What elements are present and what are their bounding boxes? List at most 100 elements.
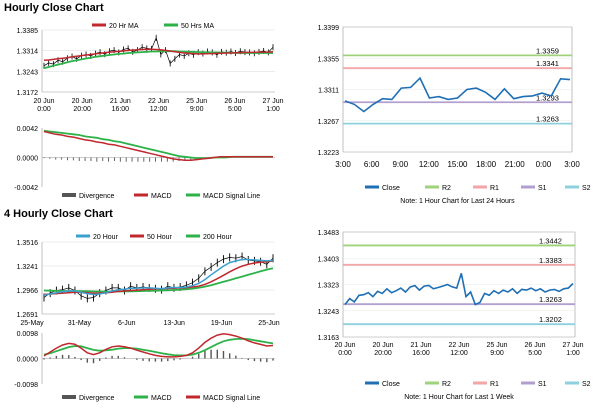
hourly-price-y-tick-0: 1.3385 bbox=[17, 28, 39, 35]
hourly-levels-close-line bbox=[344, 76, 571, 113]
hourly-macd-legend-divergence-swatch bbox=[62, 193, 76, 197]
four-hourly-levels-x-tick-0-time: 0:00 bbox=[338, 350, 352, 357]
four-hourly-legend-200-label: 200 Hour bbox=[203, 234, 232, 241]
hourly-levels-note: Note: 1 Hour Chart for Last 24 Hours bbox=[400, 198, 515, 205]
four-hourly-macd-legend-macd-label: MACD bbox=[151, 395, 172, 402]
hourly-macd-y-tick-1: 0.0000 bbox=[17, 156, 39, 163]
four-hourly-levels-level-r1-label: 1.3383 bbox=[539, 256, 562, 265]
four-hourly-macd-y-tick-1: 0.0000 bbox=[17, 357, 39, 364]
four-hourly-levels-x-tick-3-time: 12:00 bbox=[450, 350, 468, 357]
hourly-levels-legend-s1-label: S1 bbox=[538, 185, 547, 192]
hourly-levels-x-tick-8: 3:00 bbox=[564, 160, 580, 169]
hourly-levels-legend-r1-label: R1 bbox=[490, 185, 499, 192]
four-hourly-macd-legend-signal-label: MACD Signal Line bbox=[203, 395, 260, 402]
hourly-price-ma20-line bbox=[43, 48, 274, 62]
four-hourly-price-x-tick-2: 6-Jun bbox=[118, 320, 136, 327]
hourly-macd-legend-divergence-label: Divergence bbox=[79, 193, 115, 200]
hourly-price-x-tick-3-date: 22 Jun bbox=[148, 98, 169, 105]
four-hourly-macd-legend-divergence-swatch bbox=[62, 395, 76, 399]
four-hourly-price-ma200-line bbox=[43, 267, 274, 293]
hourly-levels-y-tick-3: 1.3267 bbox=[318, 119, 340, 126]
four-hourly-macd-legend-divergence-label: Divergence bbox=[79, 395, 115, 402]
hourly-levels-x-tick-1: 6:00 bbox=[364, 160, 380, 169]
hourly-levels-legend-r2-label: R2 bbox=[442, 185, 451, 192]
hourly-legend-ma50-label: 50 Hrs MA bbox=[181, 23, 214, 30]
four-hourly-levels-level-s1-label: 1.3263 bbox=[539, 295, 562, 304]
four-hourly-levels-x-tick-1-date: 20 Jun bbox=[372, 342, 393, 349]
hourly-macd-legend-macd-label: MACD bbox=[151, 193, 172, 200]
hourly-macd-legend-signal-label: MACD Signal Line bbox=[203, 193, 260, 200]
four-hourly-legend-20-label: 20 Hour bbox=[93, 234, 119, 241]
hourly-price-y-tick-1: 1.3314 bbox=[17, 49, 39, 56]
hourly-section-title: Hourly Close Chart bbox=[4, 2, 104, 14]
hourly-levels-y-tick-0: 1.3399 bbox=[318, 25, 340, 32]
four-hourly-levels-x-tick-3-date: 22 Jun bbox=[448, 342, 469, 349]
four-hourly-legend-50-label: 50 Hour bbox=[147, 234, 173, 241]
four-hourly-levels-legend-r2-label: R2 bbox=[442, 381, 451, 388]
four-hourly-price-y-tick-1: 1.3241 bbox=[17, 264, 39, 271]
four-hourly-levels-x-tick-2-date: 21 Jun bbox=[410, 342, 431, 349]
four-hourly-levels-x-tick-6-date: 27 Jun bbox=[562, 342, 583, 349]
hourly-levels-legend-s2-label: S2 bbox=[582, 185, 591, 192]
four-hourly-levels-y-tick-1: 1.3403 bbox=[318, 256, 340, 263]
four-hourly-levels-y-tick-3: 1.3243 bbox=[318, 309, 340, 316]
four-hourly-levels-legend-s1-label: S1 bbox=[538, 381, 547, 388]
four-hourly-levels-level-r2-label: 1.3442 bbox=[539, 236, 562, 245]
hourly-price-ma50-line bbox=[43, 50, 273, 69]
hourly-price-x-tick-5-time: 5:00 bbox=[228, 106, 242, 113]
four-hourly-macd-signal-line bbox=[43, 337, 274, 357]
hourly-levels-x-tick-7: 0:00 bbox=[536, 160, 552, 169]
hourly-levels-x-tick-2: 9:00 bbox=[392, 160, 408, 169]
hourly-levels-legend-close-label: Close bbox=[382, 185, 400, 192]
four-hourly-levels-x-tick-5-time: 5:00 bbox=[528, 350, 542, 357]
four-hourly-levels-x-tick-1-time: 20:00 bbox=[374, 350, 392, 357]
hourly-levels-level-s2-label: 1.3263 bbox=[536, 115, 559, 124]
hourly-price-x-tick-1-time: 20:00 bbox=[73, 106, 91, 113]
four-hourly-price-x-tick-1: 31-May bbox=[68, 320, 92, 327]
hourly-levels-y-tick-1: 1.3355 bbox=[318, 56, 340, 63]
hourly-levels-x-tick-3: 12:00 bbox=[419, 160, 440, 169]
hourly-levels-x-tick-4: 15:00 bbox=[447, 160, 468, 169]
hourly-legend-ma20-label: 20 Hr MA bbox=[109, 23, 139, 30]
four-hourly-price-x-tick-5: 25-Jun bbox=[258, 320, 280, 327]
four-hourly-levels-legend-s2-label: S2 bbox=[582, 381, 591, 388]
four-hourly-price-ma20-line bbox=[43, 258, 274, 297]
hourly-price-x-tick-2-date: 21 Jun bbox=[110, 98, 131, 105]
hourly-levels-level-r1-label: 1.3341 bbox=[536, 59, 559, 68]
four-hourly-price-y-tick-0: 1.3516 bbox=[17, 240, 39, 247]
four-hourly-levels-y-tick-0: 1.3483 bbox=[318, 230, 340, 237]
four-hourly-macd-line bbox=[43, 333, 274, 358]
hourly-macd-line bbox=[43, 130, 273, 162]
four-hourly-section-title: 4 Hourly Close Chart bbox=[4, 208, 113, 220]
hourly-price-x-tick-4-date: 25 Jun bbox=[186, 98, 207, 105]
hourly-price-x-tick-6-time: 1:00 bbox=[266, 106, 280, 113]
hourly-macd-signal-line bbox=[43, 129, 273, 160]
hourly-price-x-tick-4-time: 9:00 bbox=[190, 106, 204, 113]
four-hourly-levels-level-s2-label: 1.3202 bbox=[539, 315, 562, 324]
four-hourly-price-y-tick-3: 1.2691 bbox=[17, 312, 39, 319]
hourly-price-x-tick-2-time: 16:00 bbox=[112, 106, 130, 113]
four-hourly-levels-note: Note: 1 Hour Chart for Last 1 Week bbox=[404, 394, 514, 401]
hourly-price-x-tick-0-time: 0:00 bbox=[37, 106, 51, 113]
hourly-price-x-tick-0-date: 20 Jun bbox=[33, 98, 54, 105]
hourly-price-y-tick-2: 1.3243 bbox=[17, 69, 39, 76]
four-hourly-price-x-tick-3: 13-Jun bbox=[163, 320, 185, 327]
four-hourly-levels-legend-r1-label: R1 bbox=[490, 381, 499, 388]
four-hourly-levels-close-line bbox=[344, 273, 574, 306]
four-hourly-levels-x-tick-6-time: 1:00 bbox=[566, 350, 580, 357]
hourly-price-x-tick-1-date: 20 Jun bbox=[72, 98, 93, 105]
four-hourly-levels-x-tick-4-time: 9:00 bbox=[490, 350, 504, 357]
four-hourly-macd-y-tick-0: 0.0098 bbox=[17, 331, 39, 338]
hourly-levels-x-tick-6: 21:00 bbox=[505, 160, 526, 169]
hourly-price-x-tick-3-time: 12:00 bbox=[150, 106, 168, 113]
hourly-price-x-tick-5-date: 26 Jun bbox=[224, 98, 245, 105]
four-hourly-levels-y-tick-2: 1.3323 bbox=[318, 283, 340, 290]
four-hourly-price-x-tick-4: 19-Jun bbox=[211, 320, 233, 327]
hourly-levels-y-tick-4: 1.3223 bbox=[318, 150, 340, 157]
four-hourly-price-x-tick-0: 25-May bbox=[20, 320, 44, 327]
hourly-price-x-tick-6-date: 27 Jun bbox=[262, 98, 283, 105]
four-hourly-macd-y-tick-2: -0.0098 bbox=[14, 382, 38, 389]
four-hourly-levels-x-tick-0-date: 20 Jun bbox=[334, 342, 355, 349]
hourly-levels-x-tick-0: 3:00 bbox=[335, 160, 351, 169]
